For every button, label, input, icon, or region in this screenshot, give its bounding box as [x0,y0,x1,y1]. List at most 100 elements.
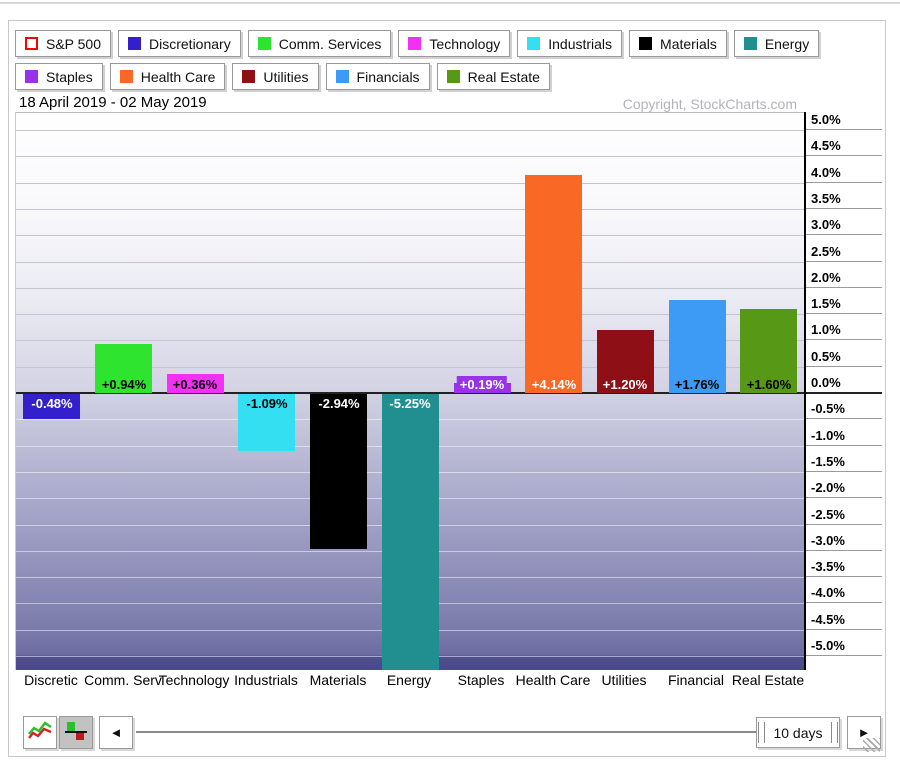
line-chart-mode-button[interactable] [23,716,57,749]
y-gridline-stub [806,471,882,472]
y-gridline-stub [806,261,882,262]
y-tick-label: -2.5% [811,507,845,522]
y-tick-label: -1.5% [811,454,845,469]
x-tick-label: Energy [386,672,432,688]
scroll-left-button[interactable]: ◄ [99,716,133,749]
line-chart-icon [27,719,53,746]
legend-item-label: Technology [429,35,501,52]
legend-item-label: Health Care [140,68,216,85]
x-tick-label: Materials [309,672,367,688]
y-axis: 5.0% 4.5% 4.0% 3.5% 3.0% 2.5% 2.0% 1.5% 1.0% 0.5%… [804,112,882,670]
y-gridline-stub [806,129,882,130]
legend-item-label: Comm. Services [278,35,382,52]
gridline [16,314,805,315]
legend-item-label: Real Estate [467,68,540,85]
legend-swatch-icon [25,37,38,50]
legend-swatch-icon [408,37,422,50]
range-slider-handle[interactable]: 10 days [756,717,840,748]
legend-swatch-icon [527,37,541,50]
y-tick-label: -3.0% [811,533,845,548]
gridline [16,235,805,236]
legend-item-label: Materials [660,35,717,52]
x-tick-label: Industrials [234,672,298,688]
legend-item-comm-services[interactable]: Comm. Services [247,30,392,57]
legend-swatch-icon [743,37,757,50]
resize-grip-icon[interactable] [863,738,880,752]
grip-right-icon [831,722,838,743]
legend-item-discretionary[interactable]: Discretionary [118,30,241,57]
y-tick-label: 3.0% [811,217,841,232]
legend-item-materials[interactable]: Materials [629,30,727,57]
bar-energy[interactable] [382,394,439,670]
legend-item-s-p-500[interactable]: S&P 500 [15,30,112,57]
y-gridline-stub [806,655,882,656]
legend-swatch-icon [257,37,271,50]
legend-swatch-icon [128,37,142,50]
bar-health-care[interactable] [525,175,582,393]
legend-item-staples[interactable]: Staples [15,63,103,90]
y-tick-label: 0.0% [811,375,841,390]
y-gridline-stub [806,602,882,603]
bar-chart-mode-button[interactable] [59,716,93,749]
legend-item-label: Discretionary [149,35,231,52]
x-tick-label: Discretic [24,672,78,688]
y-gridline-stub [806,208,882,209]
arrow-right-icon: ► [857,725,871,740]
legend-item-real-estate[interactable]: Real Estate [436,63,550,90]
copyright-label: Copyright, StockCharts.com [622,96,797,112]
date-range-label: 18 April 2019 - 02 May 2019 [19,94,207,111]
y-gridline-stub [806,629,882,630]
y-tick-label: 4.5% [811,138,841,153]
y-gridline-stub [806,550,882,551]
legend-swatch-icon [639,37,653,50]
x-tick-label: Real Estate [731,672,805,688]
x-tick-label: Staples [457,672,505,688]
bar-value-label: -2.94% [315,395,363,412]
legend-swatch-icon [335,70,349,83]
x-axis: Discretic Comm. Serv Technology Industrials… [15,672,804,692]
bar-materials[interactable] [310,394,367,549]
legend-item-utilities[interactable]: Utilities [232,63,319,90]
range-value-label: 10 days [773,724,823,741]
legend-item-technology[interactable]: Technology [398,30,511,57]
gridline [16,262,805,263]
bar-value-label: +4.14% [528,376,580,393]
legend-swatch-icon [119,70,133,83]
legend-item-financials[interactable]: Financials [325,63,430,90]
y-tick-label: 1.0% [811,322,841,337]
y-tick-label: -5.0% [811,638,845,653]
y-tick-label: -4.5% [811,612,845,627]
y-tick-label: -4.0% [811,585,845,600]
legend-item-label: Staples [46,68,93,85]
x-tick-label: Health Care [515,672,591,688]
y-tick-label: 5.0% [811,112,841,127]
bar-value-label: -1.09% [243,395,291,412]
legend-item-label: Financials [356,68,420,85]
y-gridline-stub [806,287,882,288]
legend-item-energy[interactable]: Energy [733,30,820,57]
y-tick-label: 0.5% [811,349,841,364]
x-tick-label: Comm. Serv [84,672,162,688]
legend-row: S&P 500 Discretionary Comm. Services Techno… [15,30,826,57]
grip-left-icon [758,722,765,743]
gridline [16,130,805,131]
legend-item-health-care[interactable]: Health Care [109,63,226,90]
y-gridline-stub [806,234,882,235]
y-tick-label: 3.5% [811,191,841,206]
bar-value-label: +1.20% [599,376,651,393]
perfchart-widget: S&P 500 Discretionary Comm. Services Techno… [8,20,886,757]
arrow-left-icon: ◄ [109,725,123,740]
bar-chart-icon [64,719,88,746]
legend-item-industrials[interactable]: Industrials [517,30,623,57]
y-tick-label: -1.0% [811,428,845,443]
y-gridline-stub [806,392,882,394]
gridline [16,156,805,157]
bar-value-label: +1.60% [743,376,795,393]
range-slider-track[interactable] [136,731,756,733]
legend-item-label: Industrials [548,35,613,52]
y-gridline-stub [806,497,882,498]
legend-swatch-icon [25,70,38,83]
legend-swatch-icon [242,70,256,83]
plot-area: -0.48% +0.94% +0.36% -1.09% -2.94% -5.25% +0.1… [15,112,805,670]
legend-swatch-icon [446,70,460,83]
